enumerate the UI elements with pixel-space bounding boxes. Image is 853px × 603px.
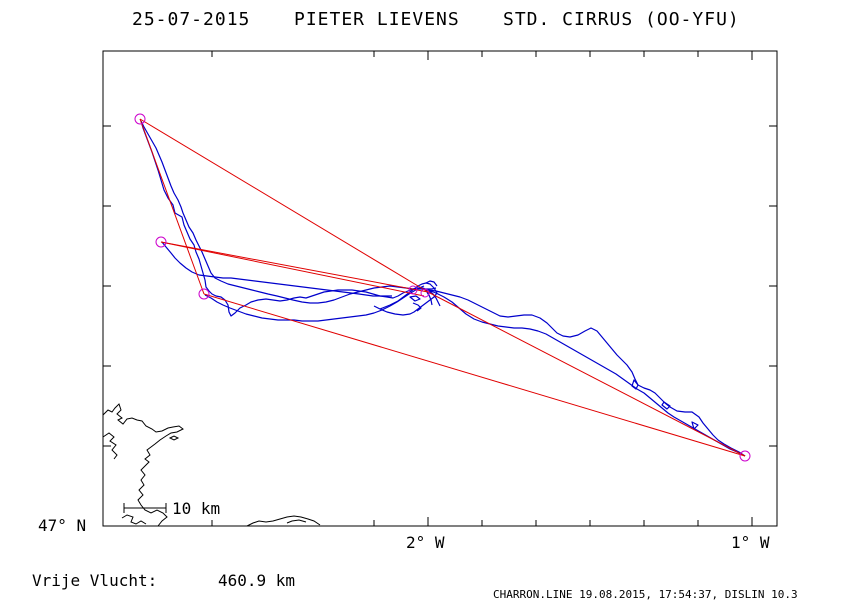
flight-track (140, 120, 746, 457)
turnpoint-circle (155, 236, 167, 248)
scale-label: 10 km (172, 499, 220, 518)
scale-bar (123, 503, 167, 513)
free-flight-label: Vrije Vlucht: (32, 571, 157, 590)
map-frame (102, 50, 778, 527)
longitude-label-1w: 1° W (731, 533, 770, 552)
longitude-label-2w: 2° W (406, 533, 445, 552)
axis-ticks (103, 51, 777, 526)
latitude-label: 47° N (38, 516, 86, 535)
turnpoint-circle (420, 288, 430, 298)
title-pilot: PIETER LIEVENS (294, 9, 460, 30)
title-glider: STD. CIRRUS (OO-YFU) (503, 9, 740, 30)
turnpoint-circle (739, 450, 751, 462)
turnpoint-circle (198, 288, 210, 300)
credits-line: CHARRON.LINE 19.08.2015, 17:54:37, DISLI… (493, 588, 798, 601)
turnpoint-circle (134, 113, 146, 125)
task-legs (139, 118, 746, 457)
coastline (102, 403, 321, 527)
turnpoint-circle (408, 285, 418, 295)
free-flight-value: 460.9 km (218, 571, 295, 590)
title-date: 25-07-2015 (132, 9, 250, 30)
turnpoint-markers (134, 113, 751, 462)
